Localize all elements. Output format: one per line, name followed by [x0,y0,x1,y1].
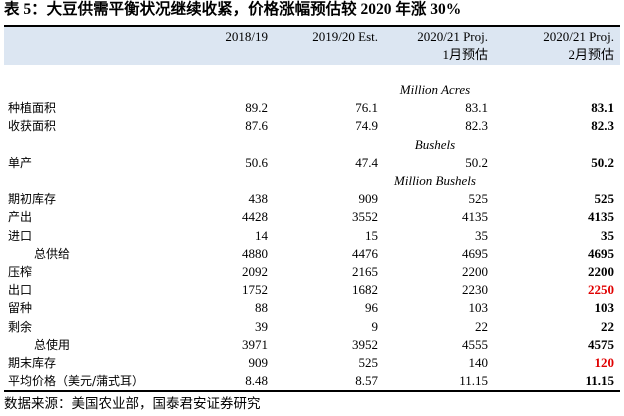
cell: 2230 [462,282,488,298]
cell: 2250 [588,282,614,298]
column-header: 2020/21 Proj. [543,29,614,44]
cell: 2092 [242,264,268,279]
cell: 8.48 [245,373,268,389]
cell: 1752 [242,282,268,298]
cell: 4476 [352,245,378,261]
cell: 4880 [242,245,268,261]
row-label: 压榨 [8,265,33,279]
cell: 3952 [352,336,378,352]
cell: 96 [365,300,378,316]
unit-label: Bushels [414,136,456,152]
cell: 82.3 [465,118,488,134]
cell: 4695 [588,245,614,261]
cell: 103 [468,300,489,316]
cell: 2165 [352,264,378,279]
cell: 22 [475,318,488,334]
cell: 50.2 [465,154,488,170]
cell: 74.9 [355,118,378,134]
unit-label: Million Acres [399,82,471,97]
cell: 87.6 [245,118,268,134]
row-label: 进口 [8,228,33,243]
title: 表 5：大豆供需平衡状况继续收紧，价格涨幅预估较 2020 年涨 30% [4,1,462,18]
cell: 4135 [588,209,614,225]
cell: 22 [601,318,614,334]
cell: 525 [594,191,615,207]
cell: 120 [594,355,615,370]
cell: 11.15 [459,373,488,389]
cell: 1682 [352,282,378,298]
header-band [4,25,620,65]
column-header: 1月预估 [442,47,488,62]
column-header: 2019/20 Est. [312,29,378,44]
row-label: 总供给 [34,246,71,261]
bottom-rule [4,390,620,392]
row-label: 总使用 [34,337,71,352]
row-label: 种植面积 [8,101,57,116]
source: 数据来源：美国农业部，国泰君安证券研究 [4,396,261,411]
row-label: 期初库存 [8,192,57,207]
cell: 35 [601,227,614,243]
cell: 14 [255,227,268,243]
cell: 50.6 [245,154,268,170]
cell: 2200 [588,264,614,279]
row-label: 出口 [8,283,33,298]
cell: 525 [358,355,379,370]
column-header: 2018/19 [225,29,268,44]
cell: 11.15 [585,373,614,389]
top-rule [4,25,620,27]
cell: 4575 [588,336,614,352]
cell: 525 [468,191,489,207]
row-label: 收获面积 [8,119,57,134]
column-header: 2020/21 Proj. [417,29,488,44]
cell: 4428 [242,209,268,225]
column-header: 2月预估 [568,47,614,62]
cell: 9 [371,318,379,334]
row-label: 单产 [8,155,33,170]
cell: 909 [358,191,379,207]
cell: 88 [255,300,268,316]
cell: 438 [248,191,269,207]
cell: 83.1 [465,100,488,116]
cell: 39 [255,318,268,334]
cell: 50.2 [591,154,614,170]
row-label: 产出 [8,210,33,225]
row-label: 剩余 [8,319,33,334]
cell: 2200 [462,264,488,279]
cell: 76.1 [355,100,378,116]
row-label: 期末库存 [8,356,57,370]
cell: 35 [475,227,488,243]
cell: 3971 [242,336,268,352]
cell: 3552 [352,209,378,225]
cell: 4135 [462,209,488,225]
cell: 89.2 [245,100,268,116]
cell: 909 [248,355,269,370]
cell: 4555 [462,336,488,352]
cell: 15 [365,227,378,243]
cell: 82.3 [591,118,614,134]
row-label: 平均价格（美元/蒲式耳） [8,374,145,389]
cell: 8.57 [355,373,378,389]
cell: 83.1 [591,100,614,116]
cell: 4695 [462,245,488,261]
cell: 140 [468,355,489,370]
cell: 47.4 [355,154,378,170]
row-label: 留种 [8,301,33,316]
unit-label: Million Bushels [394,173,476,188]
cell: 103 [594,300,615,316]
